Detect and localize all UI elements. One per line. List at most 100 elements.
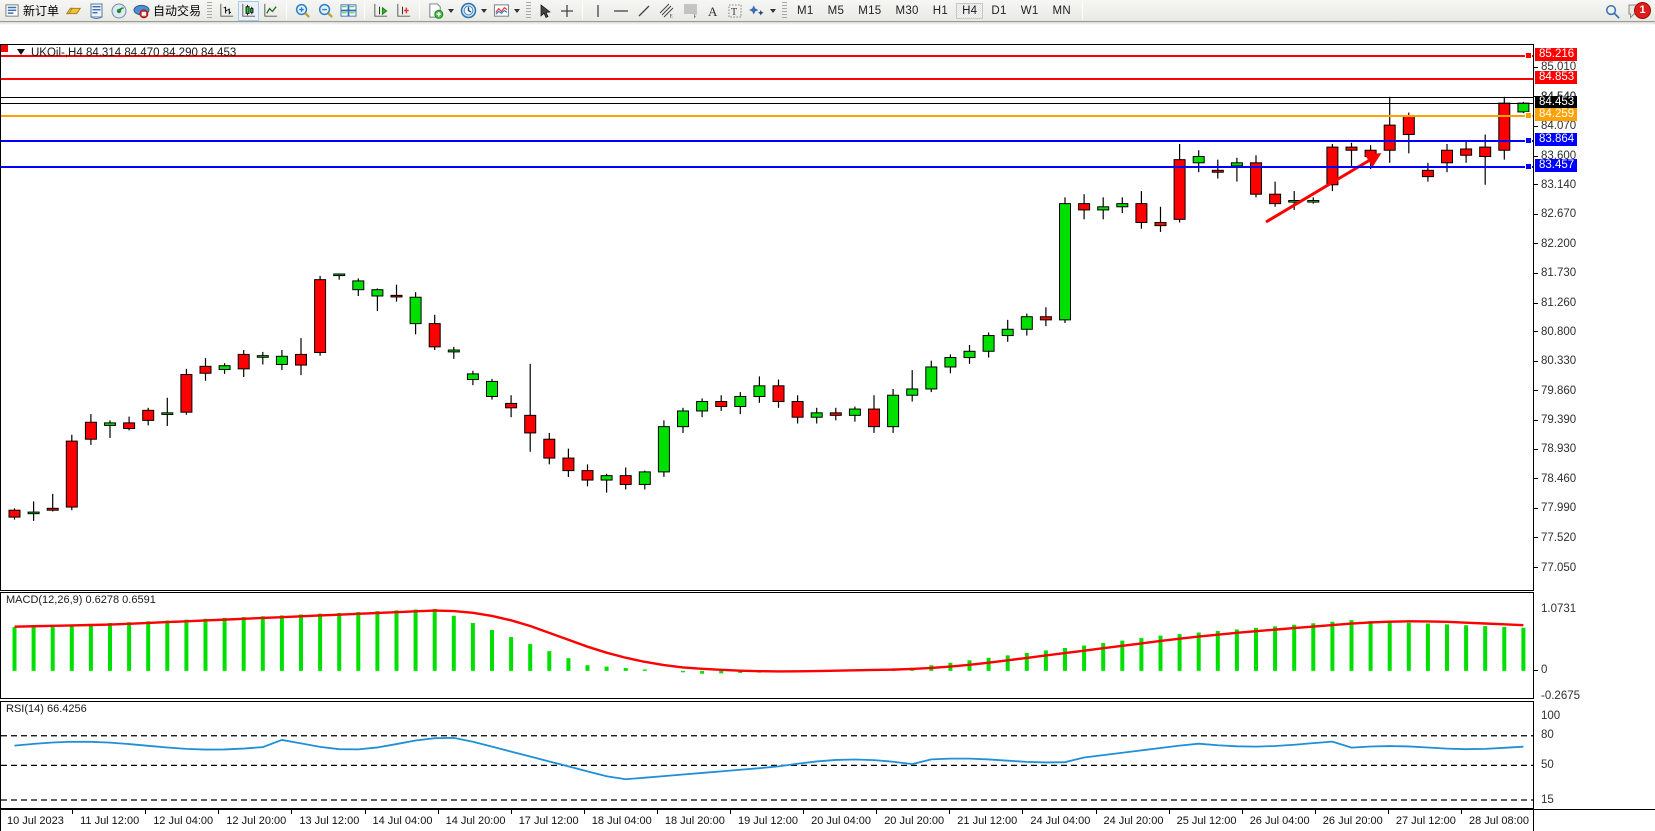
indicators-button[interactable] <box>490 1 523 21</box>
candle-body <box>1116 203 1129 208</box>
timeframe-m15[interactable]: M15 <box>858 4 882 17</box>
candle-body <box>142 409 155 421</box>
up-trend-arrow[interactable] <box>1265 153 1382 224</box>
text-button[interactable]: A <box>703 1 724 21</box>
candle-body <box>906 388 919 396</box>
price-tick-label: 79.860 <box>1541 384 1577 397</box>
rsi-pane[interactable]: RSI(14) 66.4256 <box>0 701 1533 809</box>
arrow-annotation-layer[interactable] <box>1 45 1533 591</box>
chart-anchor-handle[interactable] <box>1 45 8 52</box>
zoom-out-button[interactable] <box>314 1 337 21</box>
timeframe-bar: M1 M5 M15 M30 H1 H4 D1 W1 MN <box>790 2 1078 19</box>
candle-body <box>638 471 651 485</box>
timeframe-mn[interactable]: MN <box>1052 4 1072 17</box>
crosshair-button[interactable] <box>556 1 578 21</box>
level-line-handle[interactable] <box>1525 112 1532 120</box>
line-chart-button[interactable] <box>259 1 282 21</box>
price-tag-83-864[interactable]: 83.864 <box>1535 132 1578 146</box>
trendline-button[interactable] <box>633 1 655 21</box>
equidistant-channel-button[interactable]: E <box>655 1 679 21</box>
level-line-83-457[interactable] <box>1 165 1533 168</box>
level-line-handle[interactable] <box>1525 136 1532 144</box>
price-tick-label: 81.730 <box>1541 267 1577 280</box>
period-button[interactable] <box>457 1 490 21</box>
shapes-caret-icon[interactable] <box>770 8 777 13</box>
zoom-in-icon <box>295 3 310 18</box>
svg-text:E: E <box>670 14 674 20</box>
macd-tick-label: -0.2675 <box>1541 689 1581 700</box>
time-axis-label: 14 Jul 20:00 <box>437 809 506 827</box>
timeframe-m30[interactable]: M30 <box>895 4 919 17</box>
candle-body <box>1460 148 1473 156</box>
time-axis-label: 25 Jul 12:00 <box>1168 809 1237 827</box>
macd-tick-label: 0 <box>1541 664 1548 677</box>
candle-body <box>543 438 556 459</box>
candle-body <box>581 470 594 481</box>
text-label-button[interactable]: T <box>724 1 746 21</box>
candle-body <box>180 374 193 413</box>
cursor-button[interactable] <box>534 1 556 21</box>
price-tick-label: 78.930 <box>1541 443 1577 456</box>
price-pane[interactable]: UKOil-,H4 84.314 84.470 84.290 84.453 <box>0 44 1533 591</box>
candle-body <box>772 385 785 403</box>
new-chart-button[interactable] <box>424 1 457 21</box>
search-icon[interactable] <box>1604 3 1621 20</box>
new-order-button[interactable]: 新订单 <box>2 1 62 21</box>
macd-axis-scale[interactable]: 1.0731 0 -0.2675 <box>1533 592 1655 699</box>
gold-bar-button[interactable] <box>62 1 86 21</box>
level-line-84-453[interactable] <box>1 102 1533 104</box>
toolbar-grip-3[interactable] <box>782 1 788 20</box>
level-line-84-853[interactable] <box>1 77 1533 80</box>
bar-chart-button[interactable] <box>215 1 238 21</box>
shapes-button[interactable] <box>746 1 779 21</box>
timeframe-w1[interactable]: W1 <box>1020 4 1039 17</box>
level-line-85-216[interactable] <box>1 55 1533 57</box>
chart-tile-button[interactable] <box>337 1 360 21</box>
vertical-line-button[interactable] <box>587 1 609 21</box>
symbol-collapse-toggle[interactable] <box>17 49 25 55</box>
period-caret-icon[interactable] <box>481 8 488 13</box>
candle-body <box>447 349 460 353</box>
horizontal-line-button[interactable] <box>609 1 633 21</box>
time-axis[interactable]: 10 Jul 2023 11 Jul 12:00 12 Jul 04:00 12 Ju… <box>0 809 1533 831</box>
timeframe-m5[interactable]: M5 <box>827 4 845 17</box>
signals-button[interactable] <box>108 1 130 21</box>
price-tag-84-853[interactable]: 84.853 <box>1535 70 1578 84</box>
auto-scroll-button[interactable] <box>369 1 392 21</box>
notification-button[interactable]: 1 <box>1627 1 1651 21</box>
autotrading-button[interactable]: 自动交易 <box>130 1 204 21</box>
price-tick: 79.390 <box>1534 414 1655 427</box>
rsi-axis-scale[interactable]: 100 80 50 15 <box>1533 701 1655 809</box>
zoom-in-button[interactable] <box>291 1 314 21</box>
timeframe-m1[interactable]: M1 <box>797 4 814 17</box>
price-tag-84-453[interactable]: 84.453 <box>1535 95 1578 109</box>
chart-shift-button[interactable] <box>392 1 415 21</box>
price-axis-scale[interactable]: 85.01084.54084.07083.60083.14082.67082.2… <box>1533 44 1655 591</box>
price-tag-83-457[interactable]: 83.457 <box>1535 158 1578 172</box>
data-window-button[interactable] <box>86 1 108 21</box>
macd-pane[interactable]: MACD(12,26,9) 0.6278 0.6591 <box>0 592 1533 699</box>
candle-body <box>1078 203 1091 211</box>
time-axis-label: 13 Jul 12:00 <box>291 809 360 827</box>
level-line-handle[interactable] <box>1525 162 1532 170</box>
timeframe-d1[interactable]: D1 <box>991 4 1007 17</box>
fibonacci-button[interactable]: F <box>679 1 703 21</box>
candle-body <box>27 511 40 515</box>
candlestick-chart-button[interactable] <box>238 0 260 21</box>
price-tag-85-216[interactable]: 85.216 <box>1535 48 1578 61</box>
price-tag-84-259[interactable]: 84.259 <box>1535 108 1578 122</box>
indicators-caret-icon[interactable] <box>514 8 521 13</box>
timeframe-h4[interactable]: H4 <box>956 2 984 19</box>
toolbar-grip-2[interactable] <box>526 1 532 20</box>
level-line-[interactable] <box>1 97 1533 99</box>
toolbar-grip-1[interactable] <box>207 1 213 20</box>
macd-plot-layer <box>12 608 1526 674</box>
timeframe-h1[interactable]: H1 <box>932 4 949 17</box>
level-line-84-259[interactable] <box>1 115 1533 118</box>
level-line-handle[interactable] <box>1525 52 1532 59</box>
level-line-83-864[interactable] <box>1 139 1533 142</box>
time-axis-label: 12 Jul 04:00 <box>145 809 214 827</box>
candlestick-chart-icon <box>242 3 256 17</box>
new-chart-caret-icon[interactable] <box>448 8 455 13</box>
price-tick-label: 81.260 <box>1541 297 1577 310</box>
